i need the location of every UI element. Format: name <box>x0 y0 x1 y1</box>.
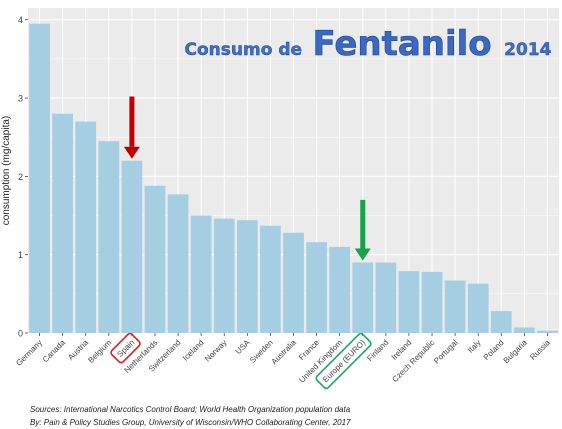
bar-usa <box>236 220 258 333</box>
y-tick-label: 4 <box>18 15 23 25</box>
bar-russia <box>537 330 558 333</box>
bar-europe-euro <box>352 262 374 333</box>
x-tick-label: Australia <box>270 338 299 367</box>
title-year: 2014 <box>504 40 551 60</box>
x-tick-label: Spain <box>115 338 136 359</box>
x-tick-label: Czech Republic <box>390 338 436 384</box>
arrow-head <box>354 248 371 261</box>
bar-norway <box>213 218 235 333</box>
credit-note: By: Pain & Policy Studies Group, Univers… <box>30 418 351 427</box>
arrow-spain <box>123 96 140 159</box>
bar-austria <box>75 121 97 333</box>
highlight-frame <box>315 332 372 390</box>
bar-sweden <box>260 225 281 333</box>
highlights <box>110 96 372 390</box>
highlight-frame <box>110 332 141 364</box>
x-tick-label: Canada <box>41 338 68 365</box>
y-axis-label: consumption (mg/capita) <box>1 116 12 226</box>
bar-czech-republic <box>421 271 443 333</box>
title-main: Fentanilo <box>312 24 491 64</box>
bar-switzerland <box>167 194 189 333</box>
x-tick-label: Finland <box>365 338 390 363</box>
bar-portugal <box>444 280 466 333</box>
x-tick-label: Germany <box>14 338 44 368</box>
arrow-head <box>123 146 140 159</box>
y-tick-label: 0 <box>18 329 23 339</box>
bar-series <box>29 23 558 333</box>
y-tick-label: 3 <box>18 94 23 104</box>
bar-bulgaria <box>513 327 535 333</box>
bar-australia <box>283 232 304 333</box>
sources-note: Sources: International Narcotics Control… <box>30 405 351 414</box>
arrow-shaft <box>129 96 135 147</box>
y-tick-label: 2 <box>18 172 23 182</box>
y-tick-label: 1 <box>18 250 23 260</box>
bar-ireland <box>398 271 420 333</box>
chart-title: Consumo de Fentanilo 2014 <box>185 24 552 64</box>
bar-poland <box>490 311 512 333</box>
bar-italy <box>467 283 489 333</box>
bar-iceland <box>190 215 212 333</box>
title-prefix: Consumo de <box>185 40 303 60</box>
arrow-europe <box>354 199 371 261</box>
x-tick-label: Europe (EURO) <box>321 338 368 385</box>
bar-france <box>306 242 327 333</box>
x-tick-label: Portugal <box>432 338 460 366</box>
y-axis-ticks: 0 1 2 3 4 <box>18 15 28 339</box>
x-tick-label: Italy <box>466 338 483 355</box>
bar-netherlands <box>144 185 166 333</box>
bar-finland <box>375 262 397 333</box>
bar-spain <box>121 160 143 333</box>
bar-united-kingdom <box>329 246 351 333</box>
x-tick-label: Russia <box>528 338 552 362</box>
highlight-box-europe <box>315 332 372 390</box>
x-tick-label: Bulgaria <box>502 338 530 366</box>
x-tick-label: Belgium <box>86 338 113 365</box>
x-tick-label: Iceland <box>181 338 206 363</box>
bar-belgium <box>98 141 120 333</box>
x-tick-label: Norway <box>203 338 229 364</box>
bar-germany <box>29 23 50 333</box>
bar-canada <box>52 113 74 333</box>
highlight-box-spain <box>110 332 141 364</box>
arrow-shaft <box>360 199 366 249</box>
x-tick-label: USA <box>234 338 252 356</box>
